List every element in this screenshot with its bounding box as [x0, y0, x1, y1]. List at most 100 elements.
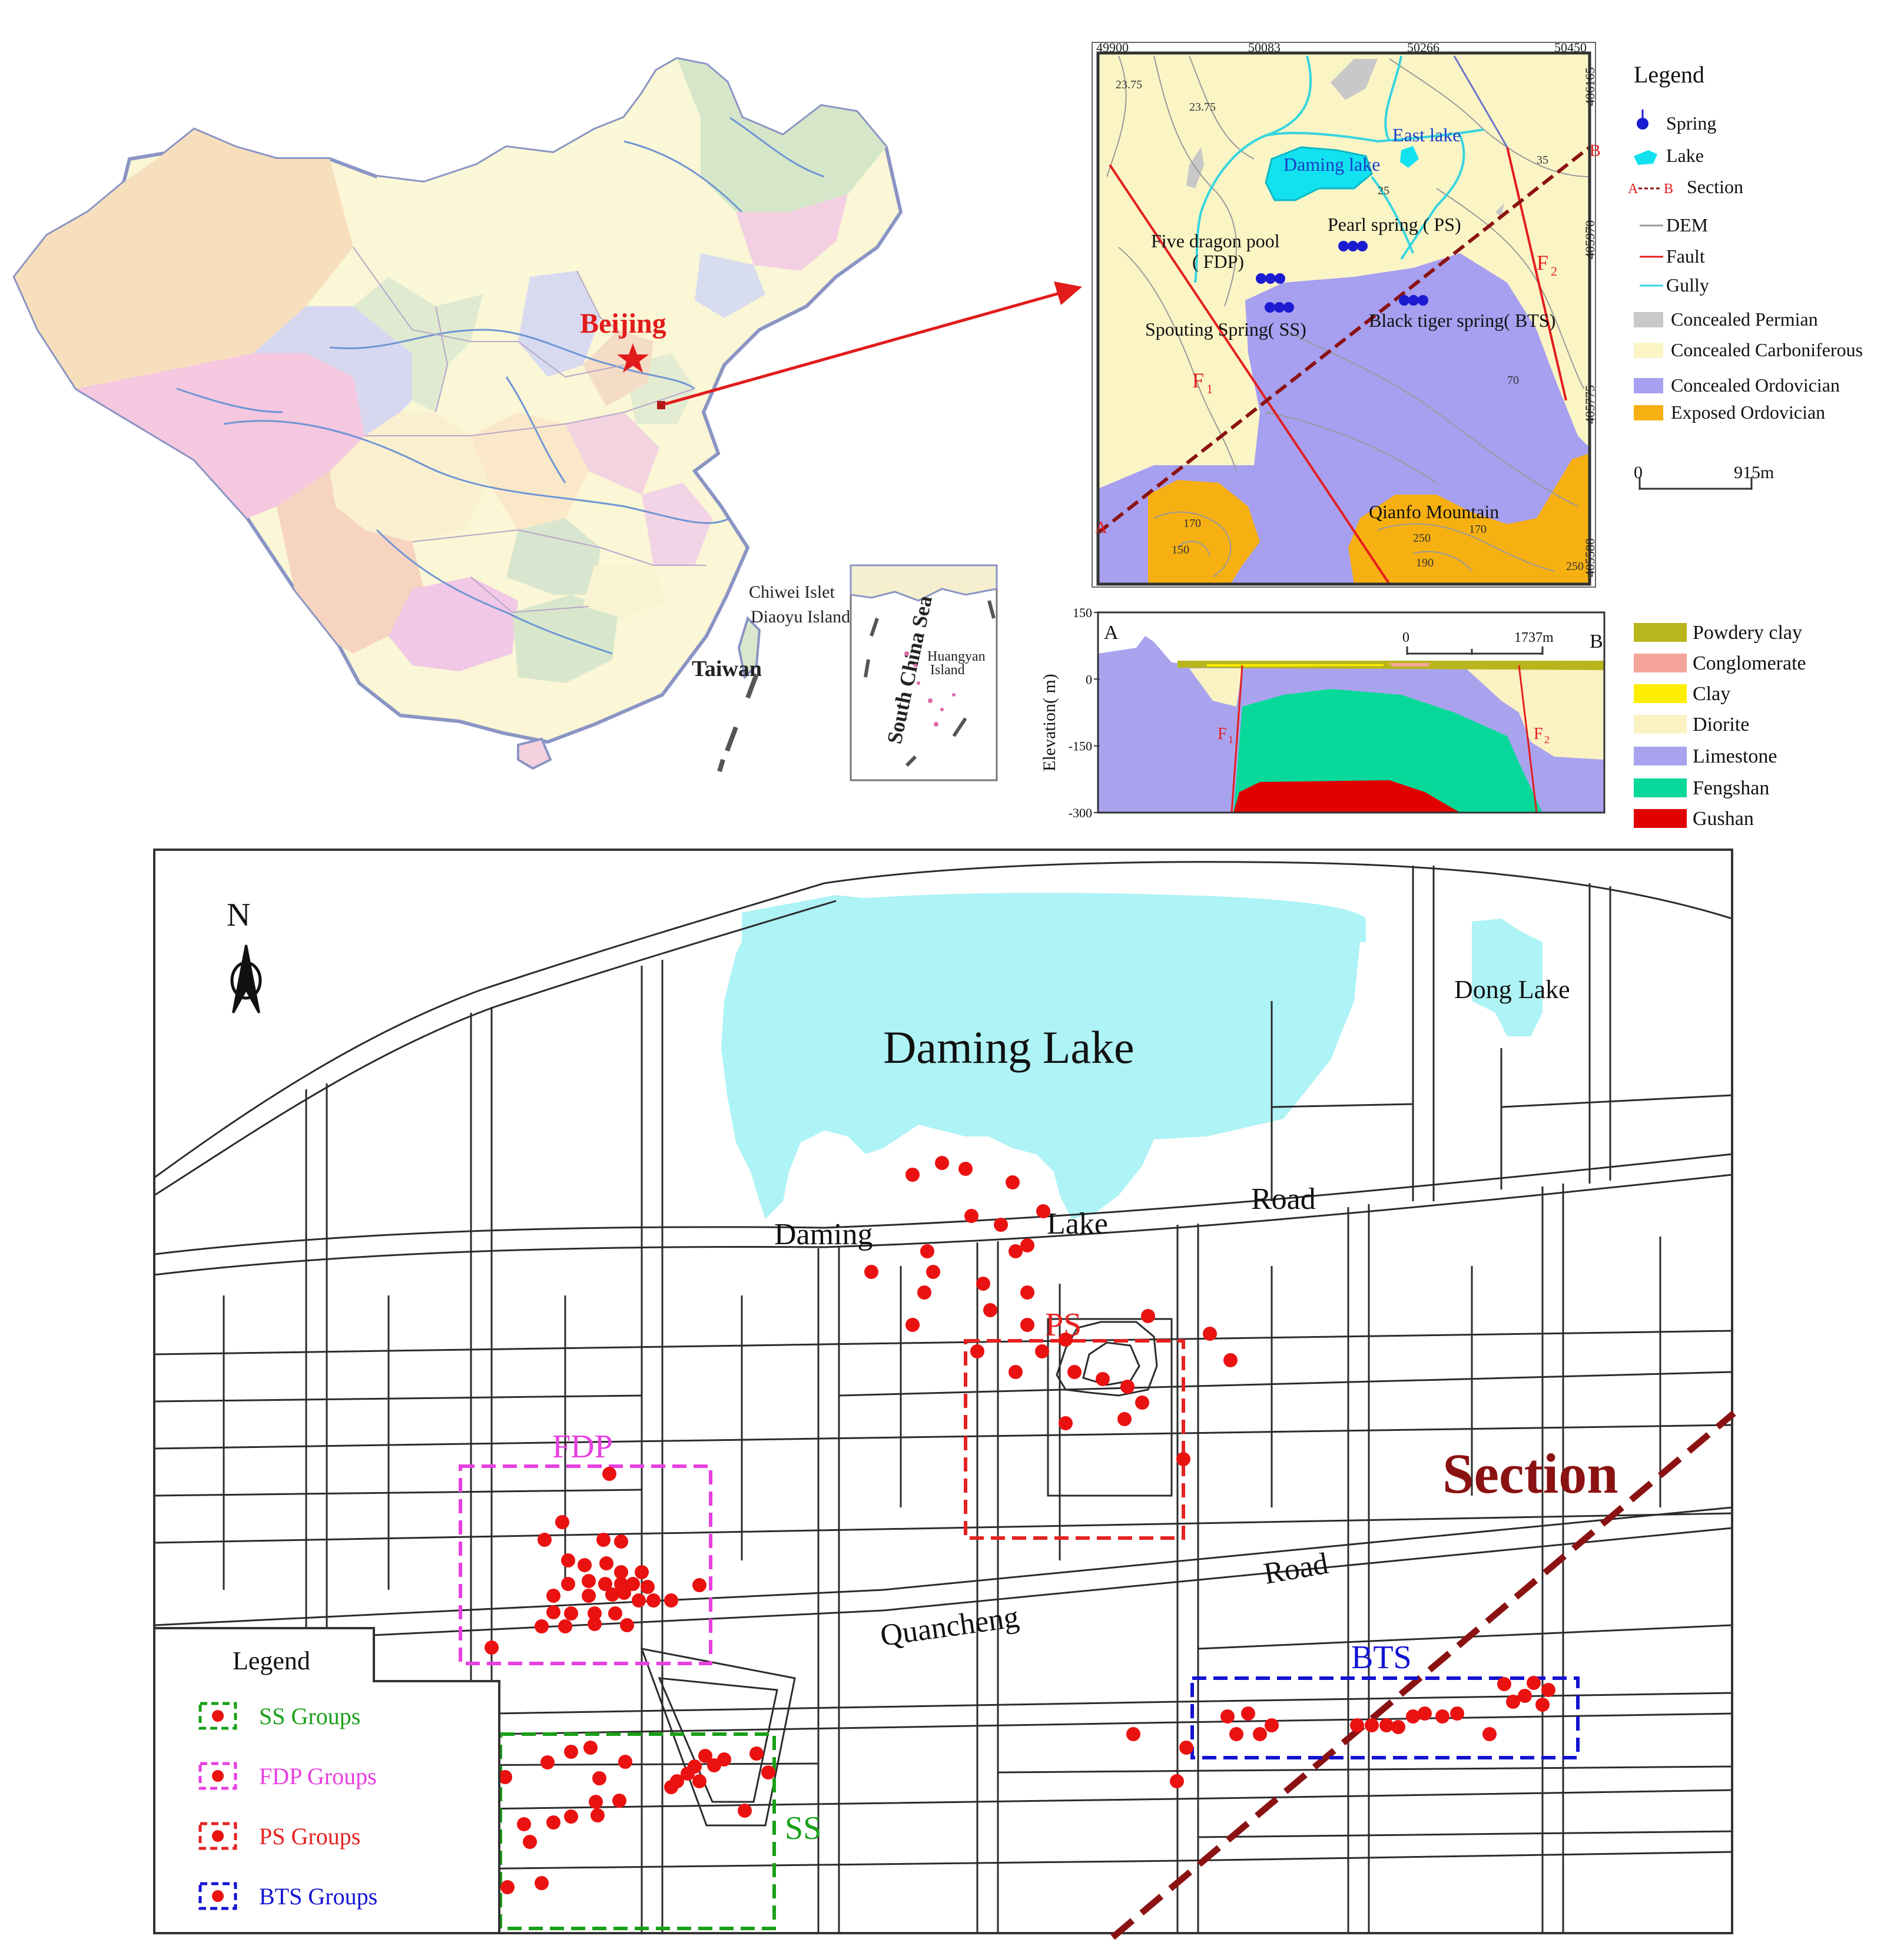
fdp-sample-point[interactable] — [582, 1589, 596, 1603]
ss-sample-point[interactable] — [738, 1804, 752, 1818]
fdp-sample-point[interactable] — [635, 1565, 649, 1579]
ps-sample-point[interactable] — [1176, 1452, 1190, 1466]
fdp-sample-point[interactable] — [582, 1574, 596, 1588]
ps-group-box[interactable] — [964, 1339, 1185, 1540]
bts-sample-point[interactable] — [1126, 1727, 1140, 1741]
ps-sample-point[interactable] — [1141, 1309, 1155, 1323]
bts-sample-point[interactable] — [1391, 1720, 1405, 1734]
ps-sample-point[interactable] — [970, 1344, 984, 1358]
fdp-sample-point[interactable] — [546, 1605, 560, 1619]
ss-sample-point[interactable] — [564, 1745, 578, 1759]
fdp-sample-point[interactable] — [596, 1533, 611, 1547]
ss-sample-point[interactable] — [670, 1774, 684, 1788]
ps-sample-point[interactable] — [1020, 1238, 1034, 1252]
ss-sample-point[interactable] — [517, 1817, 531, 1831]
ss-sample-point[interactable] — [592, 1771, 606, 1785]
bts-sample-point[interactable] — [1527, 1676, 1541, 1690]
ps-sample-point[interactable] — [1067, 1365, 1082, 1379]
fdp-sample-point[interactable] — [617, 1586, 631, 1600]
fdp-sample-point[interactable] — [692, 1578, 706, 1592]
ss-sample-point[interactable] — [698, 1749, 712, 1763]
bts-sample-point[interactable] — [1350, 1718, 1364, 1732]
fdp-sample-point[interactable] — [546, 1589, 560, 1603]
fdp-sample-point[interactable] — [588, 1606, 602, 1620]
fdp-sample-point[interactable] — [614, 1535, 628, 1549]
ss-sample-point[interactable] — [564, 1810, 578, 1824]
bts-sample-point[interactable] — [1535, 1698, 1550, 1712]
ps-sample-point[interactable] — [1020, 1318, 1034, 1332]
ps-sample-point[interactable] — [935, 1156, 949, 1170]
ps-sample-point[interactable] — [1036, 1204, 1050, 1218]
bts-sample-point[interactable] — [1365, 1718, 1379, 1732]
ps-sample-point[interactable] — [905, 1168, 920, 1182]
ss-sample-point[interactable] — [535, 1876, 549, 1890]
fdp-sample-point[interactable] — [564, 1606, 578, 1620]
bts-sample-point[interactable] — [1179, 1741, 1193, 1755]
ss-sample-point[interactable] — [540, 1755, 555, 1769]
ss-sample-point[interactable] — [589, 1795, 603, 1809]
ss-sample-point[interactable] — [761, 1765, 775, 1779]
fdp-sample-point[interactable] — [538, 1533, 552, 1547]
ss-sample-point[interactable] — [500, 1880, 515, 1894]
ps-sample-point[interactable] — [1223, 1353, 1238, 1367]
ss-sample-point[interactable] — [692, 1774, 706, 1788]
fdp-sample-point[interactable] — [632, 1593, 646, 1608]
bts-sample-point[interactable] — [1406, 1709, 1420, 1724]
fdp-sample-point[interactable] — [578, 1558, 592, 1572]
ps-sample-point[interactable] — [1035, 1344, 1049, 1358]
bts-sample-point[interactable] — [1170, 1774, 1184, 1788]
ps-sample-point[interactable] — [976, 1277, 990, 1291]
fdp-sample-point[interactable] — [485, 1641, 499, 1655]
ps-sample-point[interactable] — [1059, 1416, 1073, 1430]
fdp-sample-point[interactable] — [598, 1577, 612, 1591]
bts-sample-point[interactable] — [1253, 1727, 1267, 1741]
ps-sample-point[interactable] — [905, 1318, 920, 1332]
bts-group-box[interactable] — [1190, 1676, 1580, 1759]
fdp-sample-point[interactable] — [599, 1556, 613, 1570]
ss-sample-point[interactable] — [583, 1741, 598, 1755]
ps-sample-point[interactable] — [1135, 1396, 1149, 1410]
fdp-sample-point[interactable] — [626, 1577, 640, 1591]
ps-sample-point[interactable] — [1009, 1244, 1023, 1258]
ss-sample-point[interactable] — [612, 1794, 626, 1808]
ps-sample-point[interactable] — [1096, 1372, 1110, 1386]
ps-sample-point[interactable] — [917, 1285, 931, 1300]
ps-sample-point[interactable] — [994, 1218, 1008, 1232]
bts-sample-point[interactable] — [1541, 1683, 1555, 1697]
ss-sample-point[interactable] — [688, 1759, 702, 1774]
bts-sample-point[interactable] — [1229, 1727, 1243, 1741]
ps-sample-point[interactable] — [926, 1265, 940, 1279]
fdp-sample-point[interactable] — [608, 1606, 622, 1620]
fdp-sample-point[interactable] — [561, 1577, 575, 1591]
fdp-sample-point[interactable] — [555, 1515, 569, 1529]
ss-sample-point[interactable] — [546, 1815, 560, 1830]
ps-sample-point[interactable] — [1009, 1365, 1023, 1379]
fdp-group-box[interactable] — [459, 1464, 712, 1665]
ps-sample-point[interactable] — [964, 1209, 978, 1223]
ps-sample-point[interactable] — [983, 1303, 997, 1317]
bts-sample-point[interactable] — [1241, 1706, 1255, 1721]
fdp-sample-point[interactable] — [588, 1617, 602, 1631]
fdp-sample-point[interactable] — [620, 1618, 634, 1632]
fdp-sample-point[interactable] — [602, 1467, 616, 1481]
ss-sample-point[interactable] — [717, 1752, 731, 1767]
bts-sample-point[interactable] — [1450, 1706, 1464, 1721]
ss-sample-point[interactable] — [591, 1808, 605, 1822]
bts-sample-point[interactable] — [1220, 1709, 1235, 1724]
ss-sample-point[interactable] — [618, 1755, 632, 1769]
fdp-sample-point[interactable] — [605, 1588, 619, 1602]
bts-sample-point[interactable] — [1506, 1695, 1520, 1709]
bts-sample-point[interactable] — [1379, 1718, 1394, 1732]
bts-sample-point[interactable] — [1418, 1706, 1432, 1721]
ps-sample-point[interactable] — [864, 1265, 878, 1279]
ss-sample-point[interactable] — [523, 1835, 537, 1849]
fdp-sample-point[interactable] — [646, 1593, 661, 1608]
ss-sample-point[interactable] — [749, 1746, 764, 1761]
fdp-sample-point[interactable] — [614, 1565, 628, 1579]
fdp-sample-point[interactable] — [561, 1553, 575, 1567]
fdp-sample-point[interactable] — [535, 1619, 549, 1633]
ps-sample-point[interactable] — [1117, 1412, 1132, 1426]
fdp-sample-point[interactable] — [641, 1580, 655, 1594]
ps-sample-point[interactable] — [1120, 1380, 1135, 1394]
ss-sample-point[interactable] — [498, 1770, 512, 1784]
